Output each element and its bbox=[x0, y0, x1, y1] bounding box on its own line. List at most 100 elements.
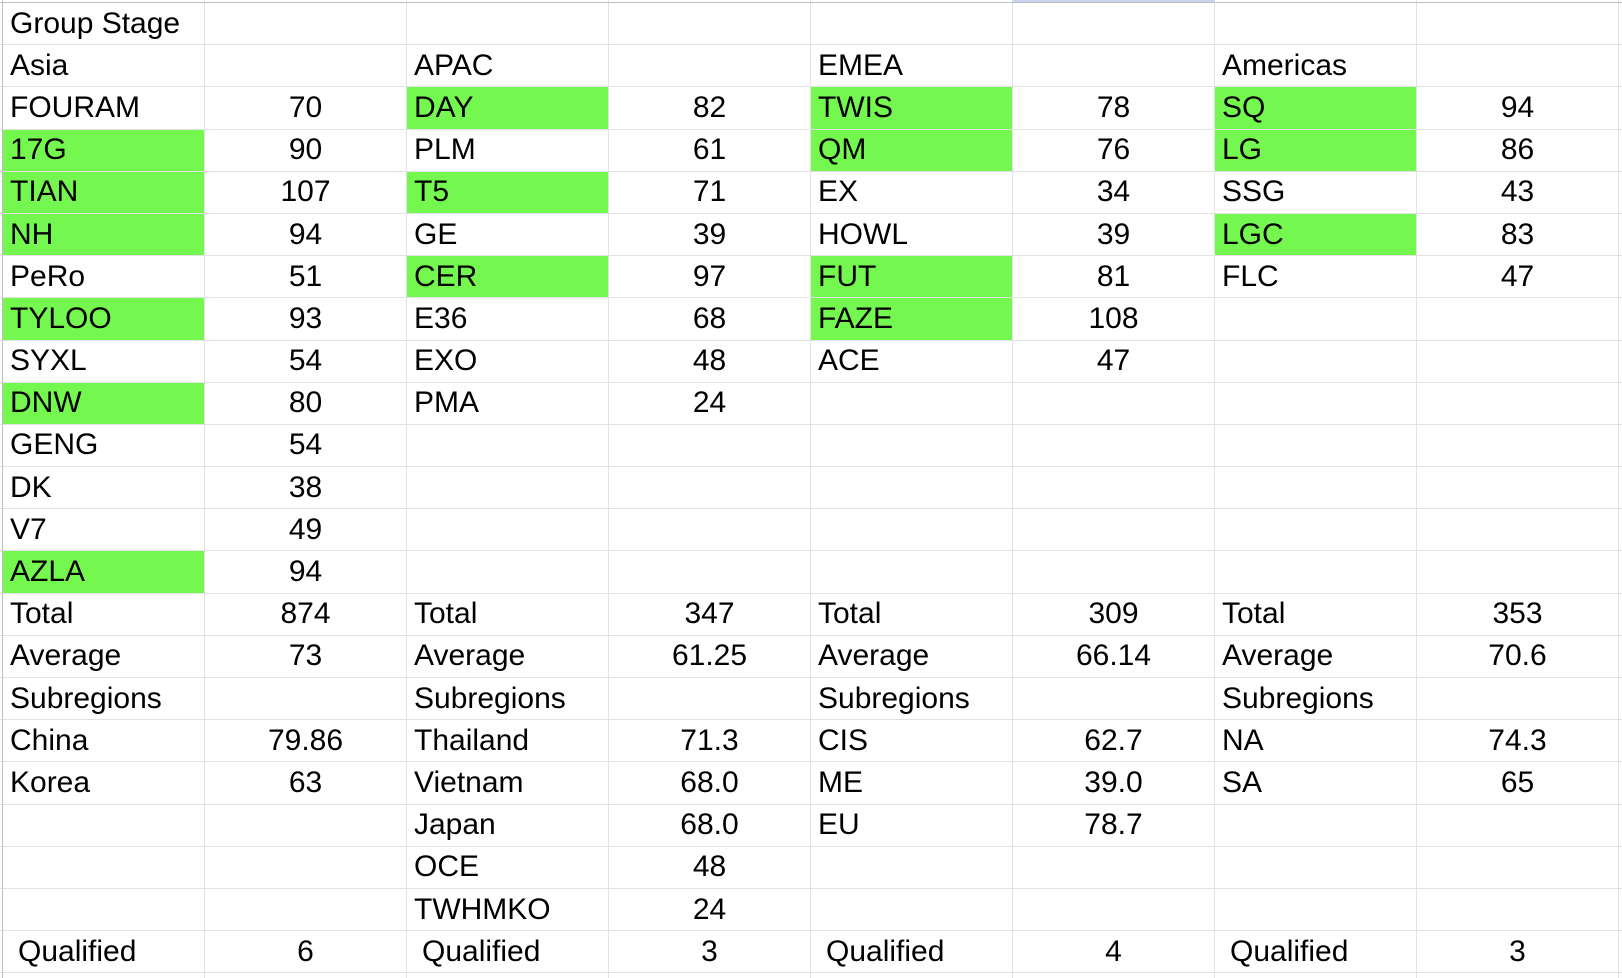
empty-cell[interactable] bbox=[205, 678, 407, 721]
team-name-cell[interactable]: AZLA bbox=[3, 551, 205, 594]
team-name-cell[interactable]: ACE bbox=[811, 340, 1013, 383]
empty-cell[interactable] bbox=[811, 509, 1013, 552]
subregion-value-cell[interactable]: 74.3 bbox=[1417, 720, 1619, 763]
team-score-cell[interactable]: 78 bbox=[1013, 87, 1215, 130]
team-name-cell[interactable]: GE bbox=[407, 213, 609, 257]
team-name-cell[interactable]: EXO bbox=[407, 340, 609, 383]
empty-cell[interactable] bbox=[811, 3, 1013, 46]
average-value-cell[interactable]: 73 bbox=[205, 635, 407, 678]
team-score-cell[interactable]: 71 bbox=[609, 171, 811, 214]
empty-cell[interactable] bbox=[1215, 424, 1417, 468]
empty-cell[interactable] bbox=[1215, 382, 1417, 425]
empty-cell[interactable] bbox=[1013, 888, 1215, 932]
subregion-name-cell[interactable]: OCE bbox=[407, 846, 609, 889]
empty-cell[interactable] bbox=[609, 45, 811, 88]
team-name-cell[interactable]: DK bbox=[3, 467, 205, 510]
qualified-count-cell[interactable]: 3 bbox=[609, 931, 811, 974]
empty-cell[interactable] bbox=[3, 888, 205, 932]
empty-cell[interactable] bbox=[3, 846, 205, 889]
team-name-cell[interactable]: E36 bbox=[407, 298, 609, 341]
empty-cell[interactable] bbox=[811, 467, 1013, 510]
team-name-cell[interactable]: PMA bbox=[407, 382, 609, 425]
empty-cell[interactable] bbox=[1013, 467, 1215, 510]
empty-cell[interactable] bbox=[1013, 382, 1215, 425]
team-score-cell[interactable]: 68 bbox=[609, 298, 811, 341]
team-name-cell[interactable]: T5 bbox=[407, 171, 609, 214]
empty-cell[interactable] bbox=[1013, 509, 1215, 552]
empty-cell[interactable] bbox=[1215, 298, 1417, 341]
empty-cell[interactable] bbox=[1417, 551, 1619, 594]
team-score-cell[interactable]: 82 bbox=[609, 87, 811, 130]
empty-cell[interactable] bbox=[205, 804, 407, 847]
subregion-name-cell[interactable]: CIS bbox=[811, 720, 1013, 763]
empty-cell[interactable] bbox=[1215, 467, 1417, 510]
region-header-cell[interactable]: EMEA bbox=[811, 45, 1013, 88]
team-score-cell[interactable]: 70 bbox=[205, 87, 407, 130]
subregions-label-cell[interactable]: Subregions bbox=[3, 678, 205, 721]
subregion-value-cell[interactable]: 62.7 bbox=[1013, 720, 1215, 763]
empty-cell[interactable] bbox=[1215, 888, 1417, 932]
team-score-cell[interactable]: 83 bbox=[1417, 213, 1619, 257]
team-score-cell[interactable]: 47 bbox=[1417, 256, 1619, 299]
team-score-cell[interactable]: 61 bbox=[609, 129, 811, 172]
team-score-cell[interactable]: 108 bbox=[1013, 298, 1215, 341]
total-label-cell[interactable]: Total bbox=[811, 593, 1013, 636]
qualified-label-cell[interactable]: Qualified bbox=[1215, 931, 1417, 974]
empty-cell[interactable] bbox=[1215, 846, 1417, 889]
subregion-name-cell[interactable]: Korea bbox=[3, 762, 205, 805]
team-name-cell[interactable]: QM bbox=[811, 129, 1013, 172]
empty-cell[interactable] bbox=[205, 846, 407, 889]
subregion-value-cell[interactable]: 65 bbox=[1417, 762, 1619, 805]
subregion-value-cell[interactable]: 24 bbox=[609, 888, 811, 932]
team-name-cell[interactable]: SYXL bbox=[3, 340, 205, 383]
subregions-label-cell[interactable]: Subregions bbox=[811, 678, 1013, 721]
subregion-name-cell[interactable]: China bbox=[3, 720, 205, 763]
team-score-cell[interactable]: 81 bbox=[1013, 256, 1215, 299]
empty-cell[interactable] bbox=[1013, 424, 1215, 468]
total-value-cell[interactable]: 347 bbox=[609, 593, 811, 636]
team-score-cell[interactable]: 39 bbox=[609, 213, 811, 257]
team-score-cell[interactable]: 38 bbox=[205, 467, 407, 510]
team-name-cell[interactable]: TIAN bbox=[3, 171, 205, 214]
subregions-label-cell[interactable]: Subregions bbox=[407, 678, 609, 721]
empty-cell[interactable] bbox=[3, 804, 205, 847]
team-name-cell[interactable]: DAY bbox=[407, 87, 609, 130]
average-label-cell[interactable]: Average bbox=[407, 635, 609, 678]
team-score-cell[interactable]: 47 bbox=[1013, 340, 1215, 383]
team-score-cell[interactable]: 54 bbox=[205, 340, 407, 383]
empty-cell[interactable] bbox=[811, 551, 1013, 594]
highlighted-cell-sliver[interactable] bbox=[1013, 0, 1215, 3]
team-score-cell[interactable]: 51 bbox=[205, 256, 407, 299]
empty-cell[interactable] bbox=[1013, 678, 1215, 721]
team-score-cell[interactable]: 94 bbox=[205, 551, 407, 594]
empty-cell[interactable] bbox=[205, 3, 407, 46]
empty-cell[interactable] bbox=[609, 467, 811, 510]
team-score-cell[interactable]: 93 bbox=[205, 298, 407, 341]
empty-cell[interactable] bbox=[1417, 340, 1619, 383]
empty-cell[interactable] bbox=[811, 382, 1013, 425]
team-name-cell[interactable]: PeRo bbox=[3, 256, 205, 299]
empty-cell[interactable] bbox=[1013, 846, 1215, 889]
team-name-cell[interactable]: FOURAM bbox=[3, 87, 205, 130]
empty-cell[interactable] bbox=[205, 888, 407, 932]
empty-cell[interactable] bbox=[1417, 298, 1619, 341]
team-name-cell[interactable]: GENG bbox=[3, 424, 205, 468]
average-label-cell[interactable]: Average bbox=[3, 635, 205, 678]
team-name-cell[interactable]: TYLOO bbox=[3, 298, 205, 341]
subregion-name-cell[interactable]: SA bbox=[1215, 762, 1417, 805]
team-name-cell[interactable]: TWIS bbox=[811, 87, 1013, 130]
team-name-cell[interactable]: 17G bbox=[3, 129, 205, 172]
average-value-cell[interactable]: 61.25 bbox=[609, 635, 811, 678]
subregion-value-cell[interactable]: 63 bbox=[205, 762, 407, 805]
empty-cell[interactable] bbox=[1417, 509, 1619, 552]
empty-cell[interactable] bbox=[1417, 804, 1619, 847]
subregion-name-cell[interactable]: Vietnam bbox=[407, 762, 609, 805]
region-header-cell[interactable]: Asia bbox=[3, 45, 205, 88]
team-score-cell[interactable]: 24 bbox=[609, 382, 811, 425]
qualified-count-cell[interactable]: 3 bbox=[1417, 931, 1619, 974]
region-header-cell[interactable]: Americas bbox=[1215, 45, 1417, 88]
team-name-cell[interactable]: LGC bbox=[1215, 213, 1417, 257]
team-score-cell[interactable]: 107 bbox=[205, 171, 407, 214]
average-value-cell[interactable]: 66.14 bbox=[1013, 635, 1215, 678]
empty-cell[interactable] bbox=[1013, 3, 1215, 46]
